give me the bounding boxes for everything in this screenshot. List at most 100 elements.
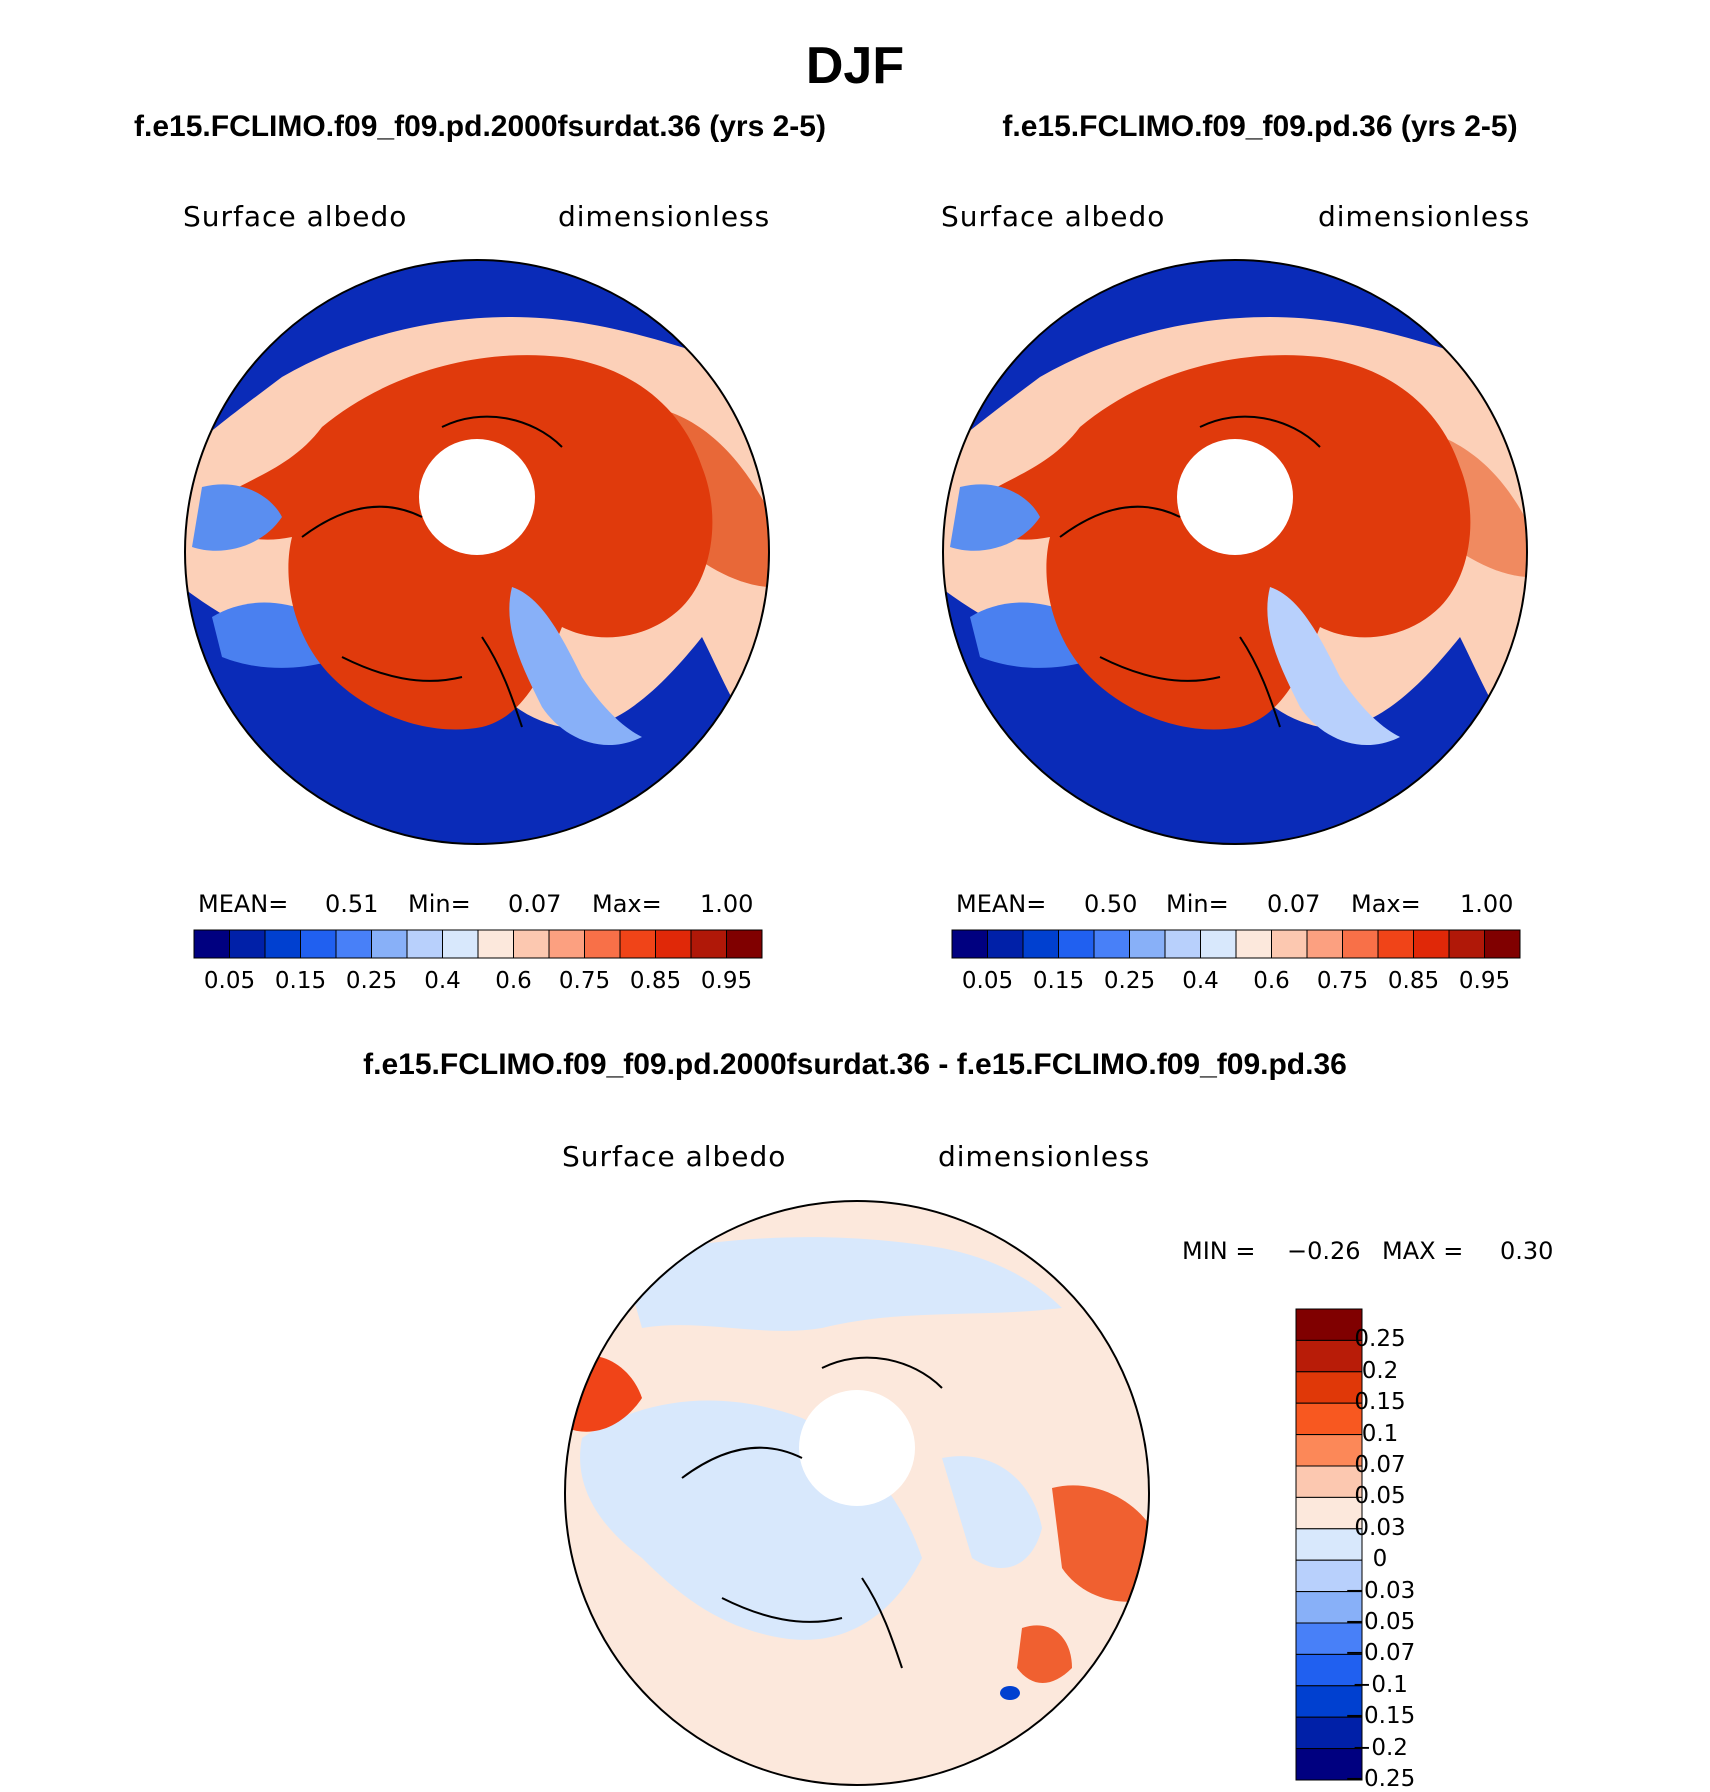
colorbar-tick-label: 0.4: [1182, 968, 1219, 994]
colorbar-swatch: [1295, 1716, 1363, 1750]
colorbar-swatch: [1295, 1591, 1363, 1624]
panel3-units-label: dimensionless: [938, 1140, 1151, 1173]
colorbar-swatch: [1295, 1434, 1363, 1467]
panel3-max-label: MAX =: [1382, 1237, 1464, 1265]
colorbar-swatch: [1235, 929, 1272, 959]
panel2-mean-value: 0.50: [1084, 890, 1138, 918]
colorbar-tick-label: 0.15: [1354, 1389, 1406, 1416]
colorbar-tick-label: 0.15: [1032, 968, 1085, 994]
colorbar-swatch: [1295, 1653, 1363, 1687]
panel1-min-value: 0.07: [508, 890, 562, 918]
colorbar-swatch: [1295, 1402, 1363, 1436]
colorbar-swatch: [335, 929, 372, 959]
colorbar-tick-label: −0.15: [1344, 1703, 1416, 1730]
colorbar-tick-label: 0.05: [961, 968, 1014, 994]
panel1-units-label: dimensionless: [558, 200, 771, 233]
colorbar-swatch: [1413, 929, 1450, 959]
colorbar-tick-label: 0.25: [1103, 968, 1156, 994]
colorbar-tick-label: 0.07: [1354, 1452, 1406, 1478]
colorbar-tick-label: 0.95: [1458, 968, 1511, 994]
colorbar-tick-label: 0.05: [203, 968, 256, 994]
colorbar-swatch: [1448, 929, 1485, 959]
colorbar-swatch: [1271, 929, 1308, 959]
panel2-max-value: 1.00: [1460, 890, 1514, 918]
colorbar-swatch: [406, 929, 443, 959]
panel2-colorbar: [951, 929, 1521, 959]
colorbar-swatch: [1295, 1496, 1363, 1530]
panel1-mean-value: 0.51: [325, 890, 379, 918]
colorbar-tick-label: 0: [1372, 1546, 1388, 1573]
panel2-variable-label: Surface albedo: [941, 200, 1166, 233]
colorbar-swatch: [371, 929, 408, 959]
colorbar-swatch: [726, 929, 763, 959]
colorbar-swatch: [1295, 1748, 1363, 1781]
colorbar-tick-label: 0.25: [345, 968, 398, 994]
panel3-header: f.e15.FCLIMO.f09_f09.pd.2000fsurdat.36 -…: [363, 1048, 1347, 1081]
colorbar-swatch: [951, 929, 988, 959]
panel3-polar-map: [564, 1200, 1150, 1786]
panel1-variable-label: Surface albedo: [183, 200, 408, 233]
panel2-min-label: Min=: [1166, 890, 1229, 918]
colorbar-tick-label: 0.75: [1316, 968, 1369, 994]
panel2-units-label: dimensionless: [1318, 200, 1531, 233]
panel1-polar-map: [184, 259, 770, 845]
panel3-variable-label: Surface albedo: [562, 1140, 787, 1173]
page-title: DJF: [805, 37, 905, 95]
colorbar-swatch: [1295, 1465, 1363, 1498]
panel1-max-value: 1.00: [700, 890, 754, 918]
panel2-max-label: Max=: [1351, 890, 1421, 918]
colorbar-swatch: [442, 929, 479, 959]
colorbar-swatch: [1295, 1339, 1363, 1373]
panel1-header: f.e15.FCLIMO.f09_f09.pd.2000fsurdat.36 (…: [134, 110, 826, 143]
panel3-min-value: −0.26: [1287, 1237, 1361, 1265]
panel1-mean-label: MEAN=: [198, 890, 289, 918]
colorbar-swatch: [1295, 1685, 1363, 1718]
colorbar-swatch: [193, 929, 230, 959]
colorbar-swatch: [1295, 1371, 1363, 1404]
panel2-mean-label: MEAN=: [956, 890, 1047, 918]
colorbar-swatch: [1093, 929, 1130, 959]
colorbar-tick-label: 0.85: [629, 968, 682, 994]
colorbar-swatch: [1377, 929, 1414, 959]
panel2-polar-map: [942, 259, 1528, 845]
colorbar-swatch: [584, 929, 621, 959]
colorbar-tick-label: 0.85: [1387, 968, 1440, 994]
colorbar-swatch: [264, 929, 301, 959]
colorbar-tick-label: 0.2: [1361, 1357, 1399, 1384]
colorbar-swatch: [1484, 929, 1521, 959]
colorbar-tick-label: 0.05: [1354, 1483, 1406, 1510]
colorbar-swatch: [1164, 929, 1201, 959]
colorbar-swatch: [987, 929, 1024, 959]
colorbar-tick-label: 0.25: [1354, 1326, 1406, 1353]
colorbar-swatch: [300, 929, 337, 959]
colorbar-tick-label: −0.07: [1344, 1640, 1416, 1667]
colorbar-swatch: [1129, 929, 1166, 959]
colorbar-tick-label: 0.1: [1361, 1420, 1399, 1447]
colorbar-swatch: [655, 929, 692, 959]
colorbar-swatch: [619, 929, 656, 959]
panel1-max-label: Max=: [592, 890, 662, 918]
colorbar-tick-label: 0.75: [558, 968, 611, 994]
panel1-min-label: Min=: [408, 890, 471, 918]
colorbar-swatch: [513, 929, 550, 959]
colorbar-swatch: [1058, 929, 1095, 959]
panel3-max-value: 0.30: [1500, 1237, 1554, 1265]
colorbar-swatch: [1295, 1559, 1363, 1593]
colorbar-tick-label: 0.03: [1354, 1514, 1406, 1541]
colorbar-tick-label: 0.95: [700, 968, 753, 994]
colorbar-tick-label: 0.6: [1253, 968, 1290, 994]
colorbar-swatch: [1306, 929, 1343, 959]
colorbar-tick-label: 0.4: [424, 968, 461, 994]
colorbar-tick-label: −0.25: [1344, 1766, 1416, 1792]
panel2-header: f.e15.FCLIMO.f09_f09.pd.36 (yrs 2-5): [1002, 110, 1518, 143]
colorbar-swatch: [690, 929, 727, 959]
colorbar-swatch: [1200, 929, 1237, 959]
colorbar-tick-label: −0.05: [1344, 1609, 1416, 1635]
colorbar-tick-label: −0.2: [1352, 1734, 1408, 1761]
panel3-min-label: MIN =: [1182, 1237, 1256, 1265]
colorbar-swatch: [548, 929, 585, 959]
colorbar-tick-label: 0.15: [274, 968, 327, 994]
colorbar-tick-label: −0.1: [1352, 1671, 1408, 1698]
panel1-colorbar: [193, 929, 763, 959]
panel3-colorbar: [1295, 1308, 1363, 1781]
